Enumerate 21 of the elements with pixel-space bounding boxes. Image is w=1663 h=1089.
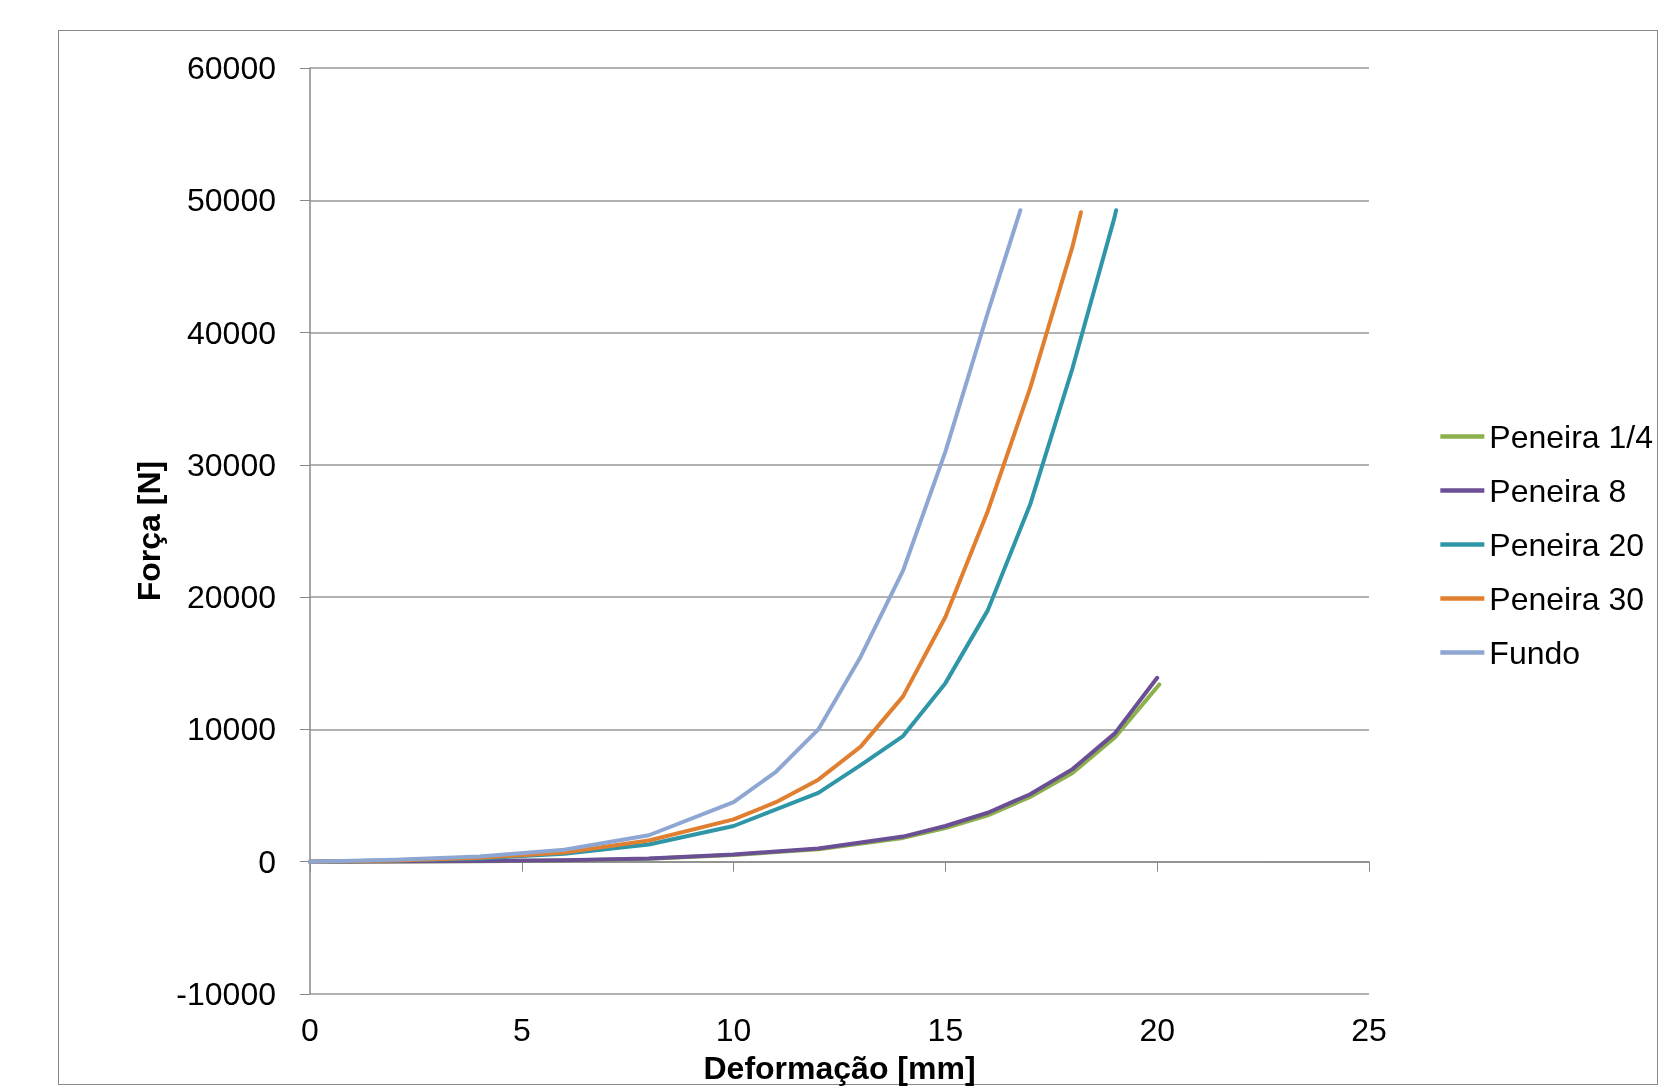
y-tick-label: 0 <box>258 843 276 880</box>
y-tick-label: 60000 <box>187 50 276 86</box>
y-tick-label: 40000 <box>187 314 276 351</box>
legend-label: Peneira 30 <box>1489 580 1645 617</box>
x-tick-label: 20 <box>1139 1012 1175 1048</box>
y-axis-title: Força [N] <box>131 460 168 602</box>
y-tick-label: 50000 <box>187 182 276 219</box>
x-tick-label: 0 <box>301 1012 319 1048</box>
y-tick-label: 20000 <box>187 579 276 616</box>
x-axis-title: Deformação [mm] <box>703 1050 976 1086</box>
x-tick-label: 25 <box>1351 1012 1387 1048</box>
legend-label: Fundo <box>1489 634 1581 671</box>
x-tick-label: 5 <box>512 1012 531 1048</box>
y-tick-label: -10000 <box>176 976 276 1012</box>
y-tick-label: 30000 <box>187 446 276 483</box>
legend-label: Peneira 8 <box>1489 472 1627 509</box>
legend-label: Peneira 1/4 <box>1489 418 1653 455</box>
y-tick-label: 10000 <box>187 711 276 748</box>
x-tick-label: 15 <box>927 1012 964 1048</box>
legend-label: Peneira 20 <box>1489 526 1645 563</box>
x-tick-label: 10 <box>715 1012 752 1048</box>
